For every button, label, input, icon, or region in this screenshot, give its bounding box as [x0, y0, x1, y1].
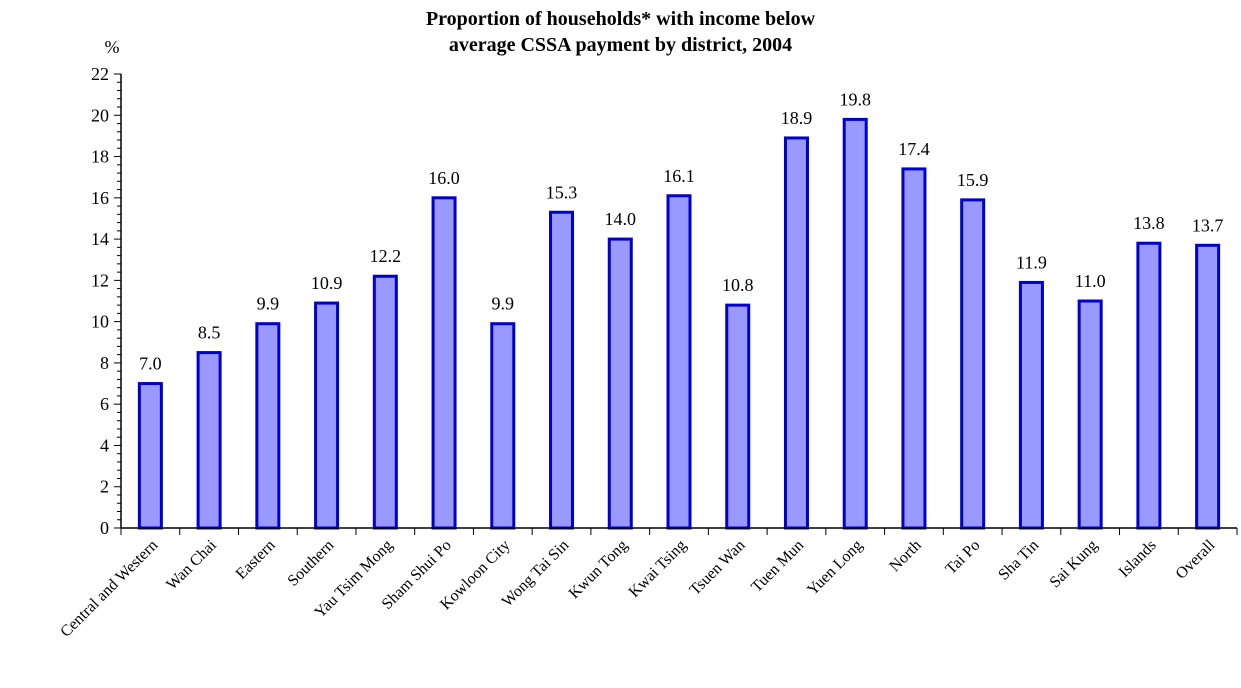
bar-islands [1136, 241, 1162, 530]
bar-kwun-tong [607, 237, 633, 530]
y-tick-label: 20 [91, 105, 109, 125]
bar-tuen-mun [783, 136, 809, 530]
bar-sha-tin [1018, 280, 1044, 530]
bar-kwai-tsing [666, 194, 692, 530]
bar-wan-chai [196, 351, 222, 530]
bar-value-label: 16.0 [428, 168, 460, 188]
y-tick-label: 12 [91, 270, 109, 290]
x-category-label: Tai Po [942, 537, 983, 578]
y-tick-label: 0 [100, 518, 109, 538]
x-category-label: Yuen Long [804, 537, 866, 599]
x-category-label: Eastern [233, 537, 279, 583]
bar-value-label: 15.3 [546, 182, 578, 202]
bar-value-label: 18.9 [781, 108, 813, 128]
bar-sham-shui-po [431, 196, 457, 530]
bar-yuen-long [842, 117, 868, 530]
x-category-label: Islands [1116, 537, 1160, 581]
x-category-label: Tuen Mun [748, 537, 807, 596]
bar-overall [1195, 243, 1221, 530]
x-category-label: North [886, 537, 924, 575]
x-category-label: Overall [1173, 536, 1219, 582]
y-tick-label: 4 [100, 435, 109, 455]
bar-value-label: 8.5 [198, 323, 221, 343]
bar-central-and-western [137, 382, 163, 530]
x-category-label: Kwai Tsing [626, 537, 690, 601]
y-axis-unit-label: % [105, 37, 120, 57]
chart-title: Proportion of households* with income be… [0, 6, 1241, 58]
y-tick-label: 10 [91, 312, 109, 332]
x-category-label: Sha Tin [995, 537, 1042, 584]
bar-north [901, 167, 927, 530]
bar-value-label: 15.9 [957, 170, 989, 190]
x-category-label: Southern [285, 537, 338, 590]
bar-tsuen-wan [725, 303, 751, 530]
bar-value-label: 13.7 [1192, 215, 1224, 235]
chart-title-line-1: Proportion of households* with income be… [425, 8, 816, 30]
bar-value-label: 10.8 [722, 275, 754, 295]
x-category-label: Kwun Tong [566, 537, 631, 602]
bar-sai-kung [1077, 299, 1103, 530]
bar-wong-tai-sin [549, 210, 575, 530]
bar-kowloon-city [490, 322, 516, 530]
y-axis: 0 2 4 6 8 10 12 14 16 18 20 22 [91, 64, 122, 538]
x-category-label: Sai Kung [1047, 537, 1101, 591]
bar-value-label: 9.9 [492, 294, 515, 314]
bar-eastern [255, 322, 281, 530]
bar-value-label: 11.9 [1016, 252, 1047, 272]
y-tick-label: 8 [100, 353, 109, 373]
bar-value-label: 12.2 [370, 246, 402, 266]
y-tick-label: 22 [91, 64, 109, 84]
x-category-label: Tsuen Wan [687, 537, 749, 599]
bars: 7.0 8.5 9.9 10.9 12.2 16.0 9.9 15.3 14.0 16.1 10.8… [137, 89, 1224, 530]
bar-value-label: 9.9 [257, 294, 280, 314]
bar-value-label: 11.0 [1075, 271, 1106, 291]
bar-value-label: 16.1 [663, 166, 695, 186]
y-tick-label: 2 [100, 477, 109, 497]
bar-southern [314, 301, 340, 530]
y-tick-label: 6 [100, 394, 109, 414]
y-tick-label: 14 [91, 229, 109, 249]
x-category-label: Wan Chai [163, 536, 220, 593]
bar-value-label: 17.4 [898, 139, 930, 159]
bar-value-label: 13.8 [1133, 213, 1165, 233]
chart-title-line-2: average CSSA payment by district, 2004 [448, 34, 793, 56]
y-tick-label: 16 [91, 188, 109, 208]
bar-yau-tsim-mong [372, 274, 398, 530]
bar-value-label: 7.0 [139, 354, 162, 374]
bar-tai-po [960, 198, 986, 530]
bar-value-label: 10.9 [311, 273, 343, 293]
x-category-label: Central and Western [57, 537, 161, 641]
bar-value-label: 19.8 [839, 89, 871, 109]
y-tick-label: 18 [91, 147, 109, 167]
x-axis: Central and Western Wan Chai Eastern Southe… [57, 527, 1238, 641]
bar-value-label: 14.0 [605, 209, 637, 229]
